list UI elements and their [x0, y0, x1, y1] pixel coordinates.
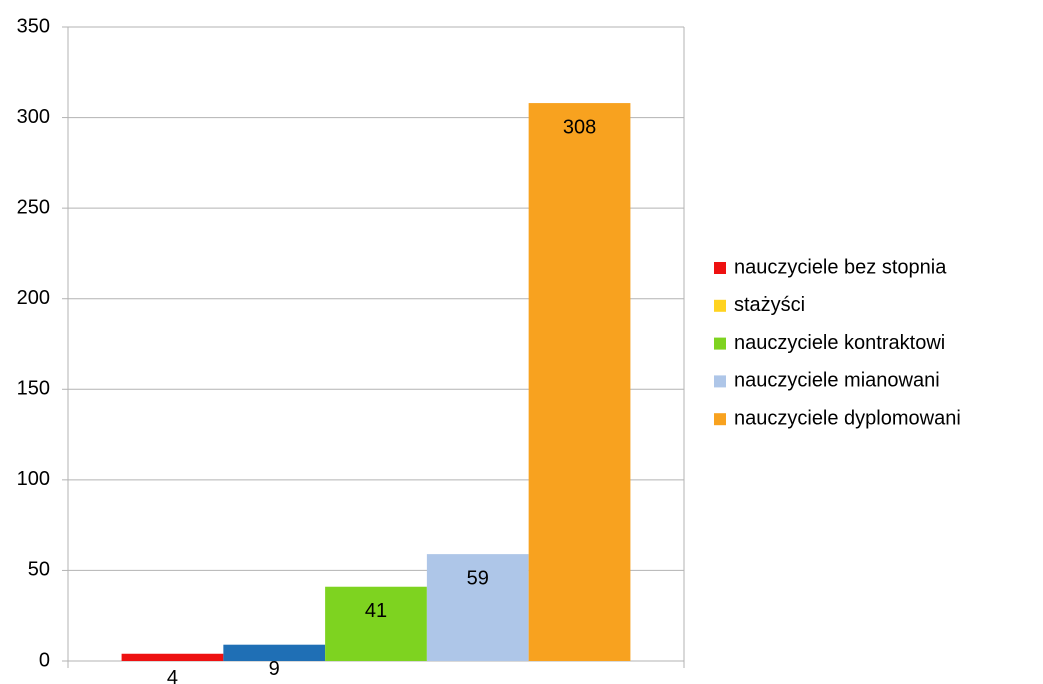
- legend-label: nauczyciele bez stopnia: [734, 256, 947, 278]
- data-label: 9: [269, 658, 280, 680]
- bar: [426, 554, 529, 661]
- y-tick-label: 100: [17, 468, 50, 490]
- data-label: 308: [563, 116, 596, 138]
- y-tick-label: 350: [17, 15, 50, 37]
- data-label: 4: [167, 667, 178, 684]
- bar: [325, 586, 427, 661]
- y-tick-label: 50: [28, 559, 50, 581]
- data-label: 41: [365, 600, 387, 622]
- legend-swatch: [714, 299, 726, 312]
- legend-label: nauczyciele mianowani: [734, 370, 940, 392]
- y-tick-label: 200: [17, 287, 50, 309]
- legend-label: nauczyciele kontraktowi: [734, 332, 945, 354]
- legend-label: stażyści: [734, 294, 805, 316]
- y-tick-label: 300: [17, 106, 50, 128]
- y-tick-label: 250: [17, 196, 50, 218]
- legend-swatch: [714, 337, 726, 350]
- data-label: 59: [467, 567, 489, 589]
- legend-swatch: [714, 262, 726, 274]
- y-tick-label: 150: [17, 378, 50, 400]
- bar: [528, 103, 631, 661]
- bar: [223, 644, 326, 661]
- legend-swatch: [714, 375, 726, 388]
- y-tick-label: 0: [39, 649, 50, 671]
- legend-swatch: [714, 413, 726, 426]
- bar: [121, 653, 224, 661]
- legend-label: nauczyciele dyplomowani: [734, 407, 961, 429]
